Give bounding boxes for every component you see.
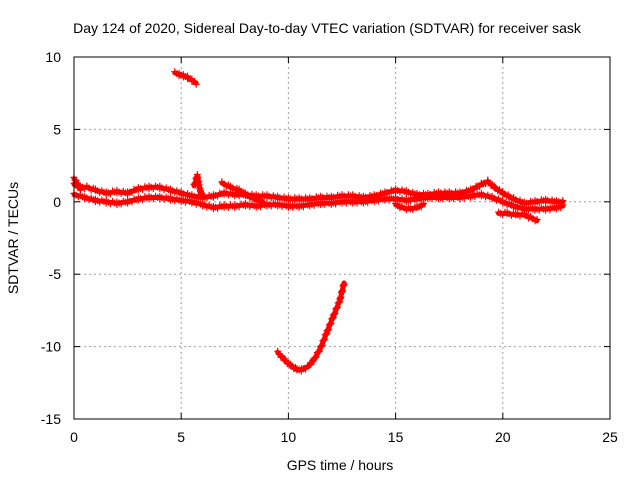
- x-tick-label: 5: [177, 429, 185, 445]
- data-point: [307, 361, 315, 368]
- data-point: [325, 325, 333, 333]
- marker-group-main-band-upper: [70, 176, 567, 208]
- data-point: [326, 320, 334, 328]
- data-point: [316, 347, 323, 355]
- data-layer: [70, 68, 567, 375]
- x-axis-label: GPS time / hours: [287, 457, 394, 473]
- data-point: [340, 280, 348, 288]
- data-point: [318, 341, 326, 349]
- y-tick-label: -10: [41, 339, 61, 355]
- data-point: [420, 200, 427, 207]
- series-trace-low-curve: [275, 280, 347, 373]
- data-point: [314, 348, 322, 356]
- data-point: [312, 353, 320, 361]
- y-tick-label: -15: [41, 411, 61, 427]
- data-point: [317, 342, 325, 350]
- data-point: [311, 354, 319, 362]
- data-point: [327, 319, 335, 327]
- x-tick-label: 20: [495, 429, 511, 445]
- data-point: [494, 187, 502, 195]
- marker-group-spike-start: [70, 173, 84, 194]
- marker-group-high-segment: [171, 68, 200, 88]
- data-point: [320, 336, 328, 344]
- data-point: [322, 330, 330, 338]
- data-point: [328, 315, 336, 323]
- x-tick-label: 10: [281, 429, 297, 445]
- data-point: [274, 347, 282, 355]
- data-point: [334, 299, 342, 307]
- data-point: [324, 326, 332, 334]
- data-point: [319, 337, 327, 345]
- data-point: [199, 192, 207, 200]
- marker-group-low-curve: [274, 280, 348, 375]
- y-tick-label: -5: [49, 266, 62, 282]
- data-point: [329, 314, 337, 322]
- data-point: [259, 198, 267, 206]
- chart-title: Day 124 of 2020, Sidereal Day-to-day VTE…: [73, 20, 582, 36]
- data-point: [329, 311, 337, 319]
- data-point: [333, 304, 341, 312]
- data-point: [559, 201, 567, 209]
- data-point: [73, 180, 81, 188]
- marker-group-dip-branch: [392, 200, 427, 214]
- data-point: [335, 298, 343, 306]
- marker-group-main-band-lower: [70, 189, 567, 214]
- marker-group-branch-7h: [218, 178, 267, 206]
- data-point: [330, 310, 338, 318]
- data-point: [76, 186, 84, 194]
- y-tick-label: 0: [53, 194, 61, 210]
- marker-group-spike-5.8h: [190, 171, 207, 200]
- x-tick-label: 15: [388, 429, 404, 445]
- data-point: [192, 80, 200, 88]
- data-point: [533, 215, 541, 223]
- data-point: [321, 335, 329, 343]
- data-point: [332, 305, 340, 313]
- data-point: [323, 327, 331, 335]
- grid-layer: [74, 57, 610, 419]
- y-tick-label: 10: [45, 49, 61, 65]
- data-point: [333, 303, 341, 311]
- data-point: [321, 331, 329, 339]
- y-tick-label: 5: [53, 121, 61, 137]
- y-axis-label: SDTVAR / TECUs: [5, 182, 21, 294]
- data-point: [317, 343, 325, 351]
- x-tick-label: 25: [602, 429, 618, 445]
- x-tick-label: 0: [70, 429, 78, 445]
- tick-layer: 0 5 10 15 20 25 -15 -10 -5 0 5 10: [41, 49, 618, 445]
- plot-frame: [73, 56, 611, 420]
- data-point: [325, 321, 333, 329]
- data-point: [331, 309, 339, 317]
- marker-group-lower-segment-20h: [495, 208, 541, 225]
